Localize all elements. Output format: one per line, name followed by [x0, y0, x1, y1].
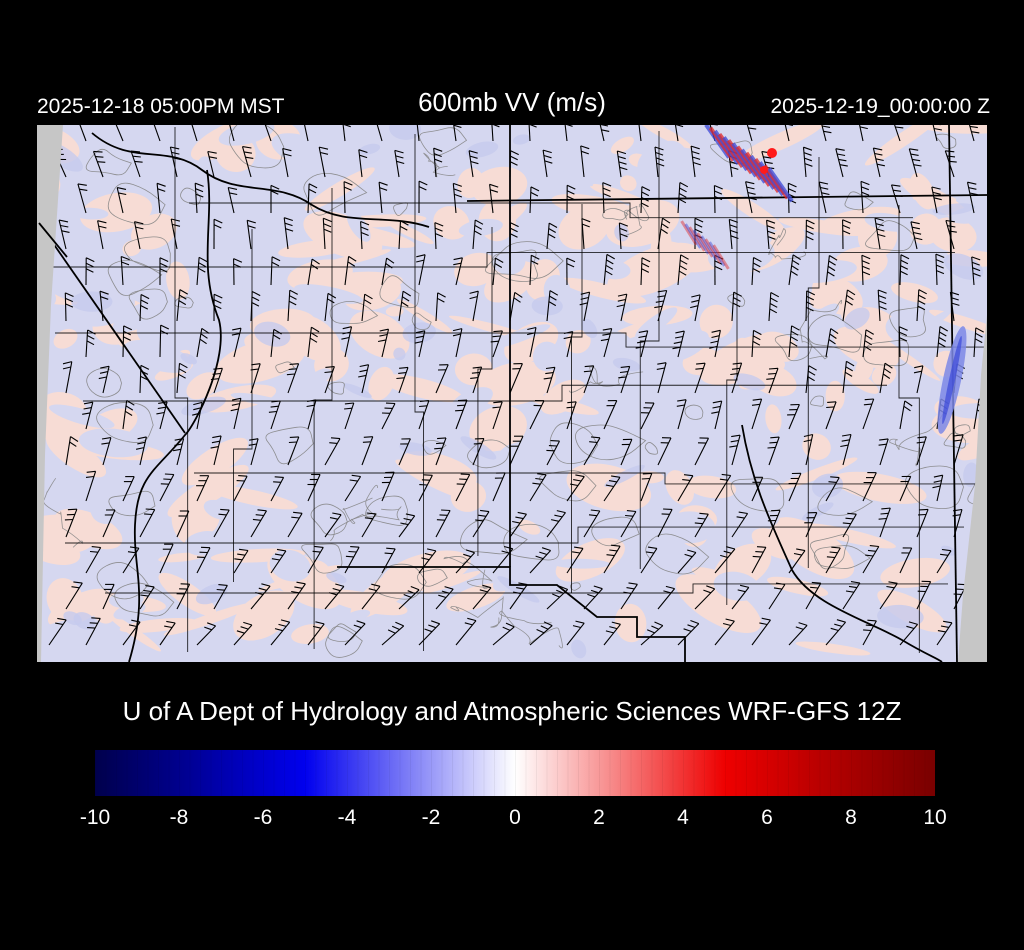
colorbar-tick: -10 [79, 806, 111, 829]
model-caption: U of A Dept of Hydrology and Atmospheric… [122, 696, 902, 726]
valid-time-utc: 2025-12-19_00:00:00 Z [770, 95, 990, 118]
plot-title: 600mb VV (m/s) [418, 87, 606, 117]
colorbar [95, 750, 935, 796]
valid-time-local: 2025-12-18 05:00PM MST [37, 95, 285, 118]
colorbar-tick: 10 [923, 806, 947, 829]
forecast-map [37, 125, 987, 662]
colorbar-tick: 8 [845, 806, 857, 829]
colorbar-tick: -8 [169, 806, 189, 829]
colorbar-tick: -2 [421, 806, 441, 829]
colorbar-step-bands [95, 750, 935, 796]
colorbar-tick: 6 [761, 806, 773, 829]
colorbar-tick: -4 [337, 806, 357, 829]
colorbar-tick: -6 [253, 806, 273, 829]
colorbar-tick: 4 [677, 806, 689, 829]
map-canvas [37, 125, 987, 662]
colorbar-tick: 0 [509, 806, 521, 829]
colorbar-tick: 2 [593, 806, 605, 829]
